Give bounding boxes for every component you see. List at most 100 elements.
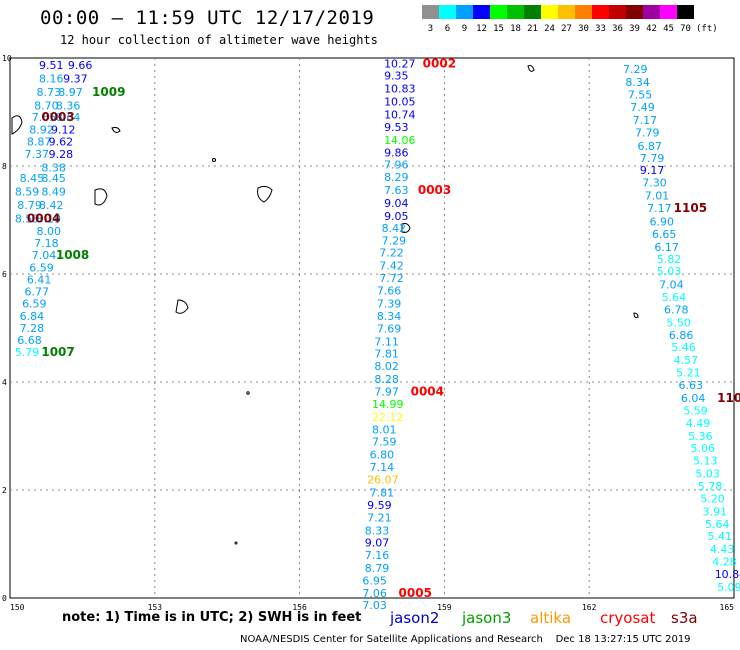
- wave-height-reading: 8.29: [384, 171, 409, 184]
- wave-height-reading: 7.55: [628, 89, 653, 102]
- wave-height-reading: 7.65: [32, 111, 57, 124]
- wave-height-reading: 8.28: [374, 373, 399, 386]
- wave-height-reading: 7.42: [379, 260, 404, 273]
- satellite-legend-item: cryosat: [600, 609, 656, 627]
- wave-height-reading: 14.99: [372, 398, 404, 411]
- color-swatch-label: 42: [646, 24, 657, 34]
- wave-height-reading: 9.05: [384, 210, 409, 223]
- wave-height-reading: 4.49: [686, 417, 711, 430]
- altimeter-readings: 9.51 9.66 8.16 9.378.738.978.708.367.65 8.64…: [15, 58, 740, 610]
- color-swatch: [575, 5, 592, 19]
- color-swatch: [439, 5, 456, 19]
- wave-height-reading: 7.29: [623, 63, 648, 76]
- wave-height-reading: 7.66: [377, 285, 402, 298]
- wave-height-reading: 8.59: [15, 186, 40, 199]
- wave-height-reading: 6.59: [22, 297, 47, 310]
- wave-height-reading: 5.09: [717, 581, 740, 594]
- wave-height-reading: 7.14: [370, 461, 395, 474]
- wave-height-reading: 3.91: [703, 505, 728, 518]
- wave-height-reading: 5.59: [683, 404, 708, 417]
- wave-height-reading: 9.62: [49, 135, 74, 148]
- wave-height-reading: 8.42: [39, 199, 64, 212]
- time-marker-label: 1105: [674, 201, 707, 215]
- wave-height-reading: 5.78: [698, 480, 723, 493]
- wave-height-reading: 8.00: [37, 225, 62, 238]
- wave-height-reading: 7.30: [642, 177, 667, 190]
- color-swatch-label: 15: [493, 24, 504, 34]
- wave-height-reading: 10.84: [715, 568, 740, 581]
- wave-height-reading: 7.79: [640, 152, 665, 165]
- satellite-legend-item: s3a: [671, 609, 698, 627]
- color-swatch-label: 6: [444, 24, 451, 34]
- footer-credit: NOAA/NESDIS Center for Satellite Applica…: [240, 634, 691, 645]
- color-swatch-label: 39: [629, 24, 640, 34]
- wave-height-reading: 6.86: [669, 329, 694, 342]
- wave-height-reading: 7.04: [32, 249, 57, 262]
- color-swatch-label: 30: [578, 24, 589, 34]
- wave-height-reading: 8.01: [372, 423, 397, 436]
- wave-height-reading: 8.16: [39, 72, 64, 85]
- color-swatch-label: 21: [527, 24, 538, 34]
- longitude-tick-label: 159: [437, 603, 452, 610]
- wave-height-reading: 8.64: [56, 111, 81, 124]
- wave-height-reading: 8.45: [20, 172, 45, 185]
- time-marker-label: 0004: [27, 212, 60, 226]
- wave-height-reading: 5.20: [700, 492, 725, 505]
- wave-height-reading: 8.34: [625, 76, 650, 89]
- wave-height-reading: 8.02: [374, 360, 399, 373]
- wave-height-reading: 8.19: [37, 213, 62, 226]
- wave-height-reading: 5.03: [695, 468, 720, 481]
- wave-height-reading: 5.82: [657, 253, 682, 266]
- wave-height-reading: 22.12: [372, 411, 404, 424]
- wave-height-reading: 6.78: [664, 303, 689, 316]
- satellite-legend-item: jason2: [390, 609, 440, 627]
- wave-height-reading: 7.03: [362, 599, 387, 610]
- color-swatch-label: 9: [461, 24, 468, 34]
- footer-note: note: 1) Time is in UTC; 2) SWH is in fe…: [62, 610, 362, 625]
- color-swatch-label: 70: [680, 24, 691, 34]
- longitude-tick-label: 162: [582, 603, 597, 610]
- wave-height-reading: 10.83: [384, 83, 416, 96]
- longitude-tick-label: 150: [10, 603, 25, 610]
- wave-height-reading: 5.41: [707, 530, 732, 543]
- time-marker-label: 1007: [41, 345, 74, 359]
- color-swatch-label: 36: [612, 24, 623, 34]
- wave-height-reading: 9.28: [49, 148, 74, 161]
- wave-height-reading: 7.17: [647, 202, 672, 215]
- color-swatch-label: 12: [476, 24, 487, 34]
- wave-height-reading: 8.45: [41, 172, 66, 185]
- wave-height-reading: 6.90: [650, 215, 675, 228]
- wave-height-reading: 7.72: [379, 272, 404, 285]
- wave-height-reading: 5.46: [671, 341, 696, 354]
- wave-height-reading: 5.64: [662, 291, 687, 304]
- color-swatch-label: 3: [427, 24, 434, 34]
- wave-height-reading: 4.57: [674, 354, 699, 367]
- satellite-legend-item: altika: [530, 609, 572, 627]
- color-swatch: [660, 5, 677, 19]
- latitude-tick-label: 0: [2, 594, 7, 603]
- wave-height-reading: 7.28: [20, 322, 45, 335]
- time-marker-label: 1008: [56, 248, 89, 262]
- color-swatch: [473, 5, 490, 19]
- wave-height-reading: 6.17: [654, 241, 679, 254]
- wave-height-reading: 9.86: [384, 146, 409, 159]
- wave-height-reading: 5.79: [15, 346, 40, 359]
- wave-height-reading: 8.97: [58, 86, 82, 99]
- latitude-tick-label: 10: [2, 54, 12, 63]
- wave-height-reading: 26.07: [367, 474, 399, 487]
- wave-height-reading: 8.92: [29, 124, 54, 137]
- latitude-tick-label: 6: [2, 270, 7, 279]
- wave-height-reading: 6.65: [652, 228, 677, 241]
- wave-height-reading: 6.41: [27, 274, 52, 287]
- color-swatch-label: 33: [595, 24, 606, 34]
- wave-height-reading: 8.53: [15, 213, 40, 226]
- color-swatch: [626, 5, 643, 19]
- color-swatch: [643, 5, 660, 19]
- color-swatch-label: 27: [561, 24, 572, 34]
- wave-height-reading: 7.81: [370, 486, 395, 499]
- wave-height-reading: 6.80: [370, 449, 395, 462]
- color-swatch: [677, 5, 694, 19]
- wave-height-reading: 7.49: [630, 101, 655, 114]
- wave-height-reading: 6.59: [29, 261, 54, 274]
